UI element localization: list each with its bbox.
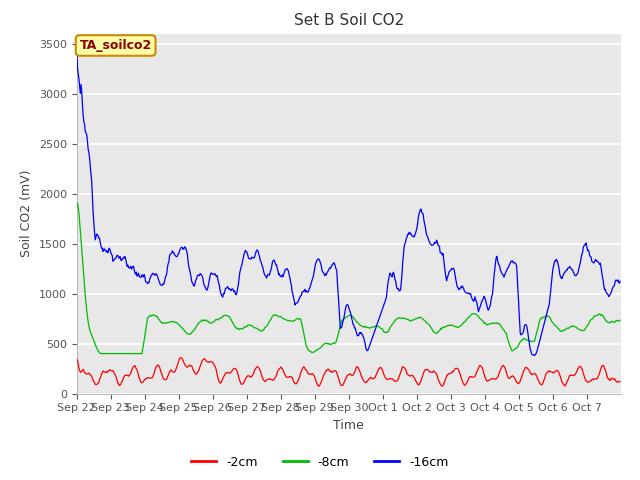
Text: TA_soilco2: TA_soilco2 [79, 39, 152, 52]
X-axis label: Time: Time [333, 419, 364, 432]
Legend: -2cm, -8cm, -16cm: -2cm, -8cm, -16cm [186, 451, 454, 474]
Title: Set B Soil CO2: Set B Soil CO2 [294, 13, 404, 28]
Y-axis label: Soil CO2 (mV): Soil CO2 (mV) [20, 170, 33, 257]
